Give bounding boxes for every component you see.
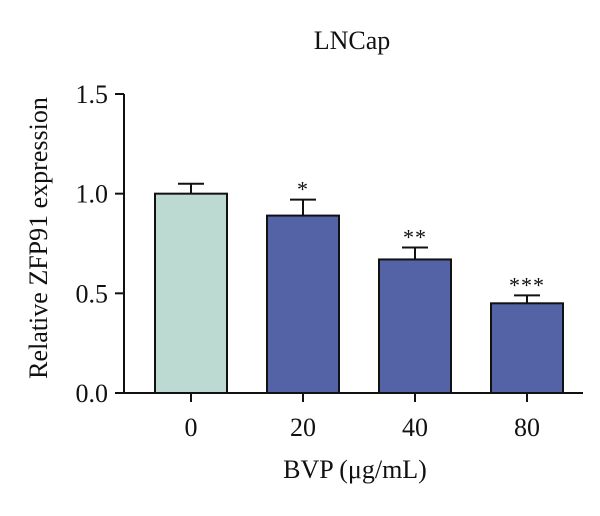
bar — [266, 214, 340, 394]
bar — [154, 192, 228, 394]
plot-area: 0.0 0.5 1.0 1.5 0 20 * 40 ** 80 *** — [76, 80, 583, 442]
significance-label: * — [297, 177, 309, 202]
y-tick-label: 0.5 — [76, 279, 109, 308]
y-tick-label: 0.0 — [76, 379, 109, 408]
y-axis-label: Relative ZFP91 expression — [24, 97, 53, 379]
x-tick-label: 20 — [290, 413, 316, 442]
y-tick-label: 1.0 — [76, 180, 109, 209]
x-tick-label: 40 — [402, 413, 428, 442]
significance-label: *** — [509, 272, 545, 297]
significance-label: ** — [403, 224, 427, 249]
x-tick-label: 80 — [514, 413, 540, 442]
bar — [378, 258, 452, 394]
bar — [490, 302, 564, 394]
chart-title: LNCap — [314, 26, 391, 55]
x-axis-label: BVP (μg/mL) — [283, 455, 427, 484]
x-tick-label: 0 — [185, 413, 198, 442]
y-tick-label: 1.5 — [76, 80, 109, 109]
